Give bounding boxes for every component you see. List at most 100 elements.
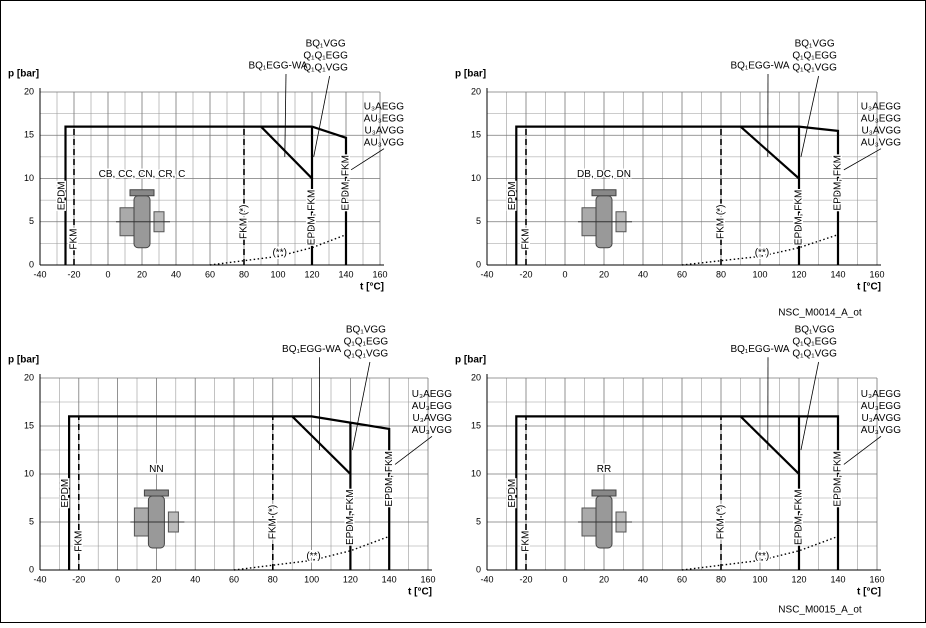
line-label: EPDM, FKM — [341, 155, 352, 211]
callout: AU₃VGG — [412, 425, 452, 436]
x-tick-label: 160 — [869, 269, 884, 279]
x-tick-label: 40 — [190, 574, 200, 584]
y-tick-label: 15 — [471, 130, 481, 140]
callout: Q₁Q₁EGG — [344, 337, 389, 348]
callout: Q₁Q₁EGG — [303, 51, 348, 62]
x-tick-label: 140 — [830, 574, 845, 584]
caption: NSC_M0014_A_ot — [778, 308, 862, 319]
x-tick-label: 80 — [268, 574, 278, 584]
y-tick-label: 10 — [24, 173, 34, 183]
x-tick-label: 40 — [638, 574, 648, 584]
x-axis-label: t [°C] — [360, 282, 384, 293]
callout: Q₁Q₁EGG — [792, 337, 837, 348]
x-tick-label: 0 — [562, 269, 567, 279]
x-tick-label: 40 — [171, 269, 181, 279]
line-label: (**) — [306, 551, 320, 562]
x-tick-label: 120 — [304, 269, 319, 279]
callout: U₃AVGG — [862, 413, 902, 424]
callout: AU₃VGG — [861, 425, 901, 436]
caption: NSC_M0015_A_ot — [778, 605, 862, 616]
x-tick-label: 140 — [382, 574, 397, 584]
line-label: FKM — [69, 228, 80, 249]
callout: U₃AVGG — [862, 125, 902, 136]
x-tick-label: 120 — [343, 574, 358, 584]
callout: Q₁Q₁VGG — [792, 63, 837, 74]
y-tick-label: 5 — [29, 216, 34, 226]
y-tick-label: 10 — [471, 173, 481, 183]
y-tick-label: 15 — [24, 130, 34, 140]
y-tick-label: 5 — [29, 516, 34, 526]
line-label: (**) — [755, 551, 769, 562]
x-tick-label: 100 — [752, 574, 767, 584]
pump-label: RR — [597, 464, 611, 475]
callout: BQ₁EGG-WA — [282, 344, 341, 355]
y-tick-label: 15 — [471, 420, 481, 430]
y-tick-label: 20 — [24, 86, 34, 96]
line-label: EPDM, FKM — [307, 190, 318, 246]
line-label: FKM (*) — [239, 205, 250, 239]
line-label: FKM — [521, 228, 532, 249]
callout: AU₃EGG — [861, 401, 901, 412]
y-tick-label: 20 — [24, 372, 34, 382]
line-label: EPDM — [507, 181, 518, 210]
callout: BQ₁EGG-WA — [248, 61, 307, 72]
x-tick-label: 140 — [338, 269, 353, 279]
line-label: EPDM, FKM — [794, 489, 805, 545]
callout: BQ₁VGG — [795, 325, 835, 336]
line-label: EPDM — [57, 181, 68, 210]
y-axis-label: p [bar] — [8, 69, 39, 80]
y-axis-label: p [bar] — [455, 355, 486, 366]
x-tick-label: 160 — [420, 574, 435, 584]
x-tick-label: 160 — [869, 574, 884, 584]
pump-head — [592, 490, 616, 496]
pump-head — [130, 190, 154, 196]
y-tick-label: 5 — [476, 216, 481, 226]
x-tick-label: 20 — [599, 269, 609, 279]
x-tick-label: 80 — [239, 269, 249, 279]
x-tick-label: 0 — [115, 574, 120, 584]
x-axis-label: t [°C] — [857, 282, 881, 293]
callout: U₃AEGG — [412, 389, 452, 400]
pump-head — [592, 190, 616, 196]
y-tick-label: 10 — [471, 468, 481, 478]
callout: BQ₁VGG — [346, 325, 386, 336]
y-axis-label: p [bar] — [8, 355, 39, 366]
line-label: (**) — [272, 248, 286, 259]
callout: Q₁Q₁VGG — [792, 349, 837, 360]
line-label: FKM (*) — [716, 205, 727, 239]
callout: U₃AEGG — [861, 101, 901, 112]
callout: BQ₁EGG-WA — [730, 344, 789, 355]
x-tick-label: -20 — [519, 574, 532, 584]
line-label: EPDM, FKM — [384, 451, 395, 507]
callout: U₃AVGG — [365, 125, 405, 136]
pump-label: DB, DC, DN — [577, 169, 631, 180]
callout: AU₃EGG — [364, 113, 404, 124]
x-tick-label: 80 — [716, 269, 726, 279]
y-axis-label: p [bar] — [455, 69, 486, 80]
x-tick-label: 60 — [677, 269, 687, 279]
y-tick-label: 0 — [476, 259, 481, 269]
x-tick-label: 60 — [677, 574, 687, 584]
callout: Q₁Q₁EGG — [792, 51, 837, 62]
x-tick-label: 140 — [830, 269, 845, 279]
callout: AU₃EGG — [861, 113, 901, 124]
callout: U₃AVGG — [413, 413, 453, 424]
line-label: EPDM — [60, 479, 71, 508]
x-axis-label: t [°C] — [408, 587, 432, 598]
x-tick-label: 80 — [716, 574, 726, 584]
y-tick-label: 15 — [24, 420, 34, 430]
x-tick-label: 100 — [304, 574, 319, 584]
x-tick-label: 60 — [229, 574, 239, 584]
x-tick-label: 0 — [105, 269, 110, 279]
x-tick-label: -40 — [33, 269, 46, 279]
x-tick-label: 20 — [137, 269, 147, 279]
y-tick-label: 0 — [476, 564, 481, 574]
line-label: (**) — [755, 248, 769, 259]
x-tick-label: -20 — [72, 574, 85, 584]
callout: U₃AEGG — [364, 101, 404, 112]
y-tick-label: 20 — [471, 86, 481, 96]
callout: Q₁Q₁VGG — [344, 349, 389, 360]
line-label: EPDM, FKM — [794, 190, 805, 246]
x-tick-label: 20 — [151, 574, 161, 584]
x-tick-label: -40 — [33, 574, 46, 584]
